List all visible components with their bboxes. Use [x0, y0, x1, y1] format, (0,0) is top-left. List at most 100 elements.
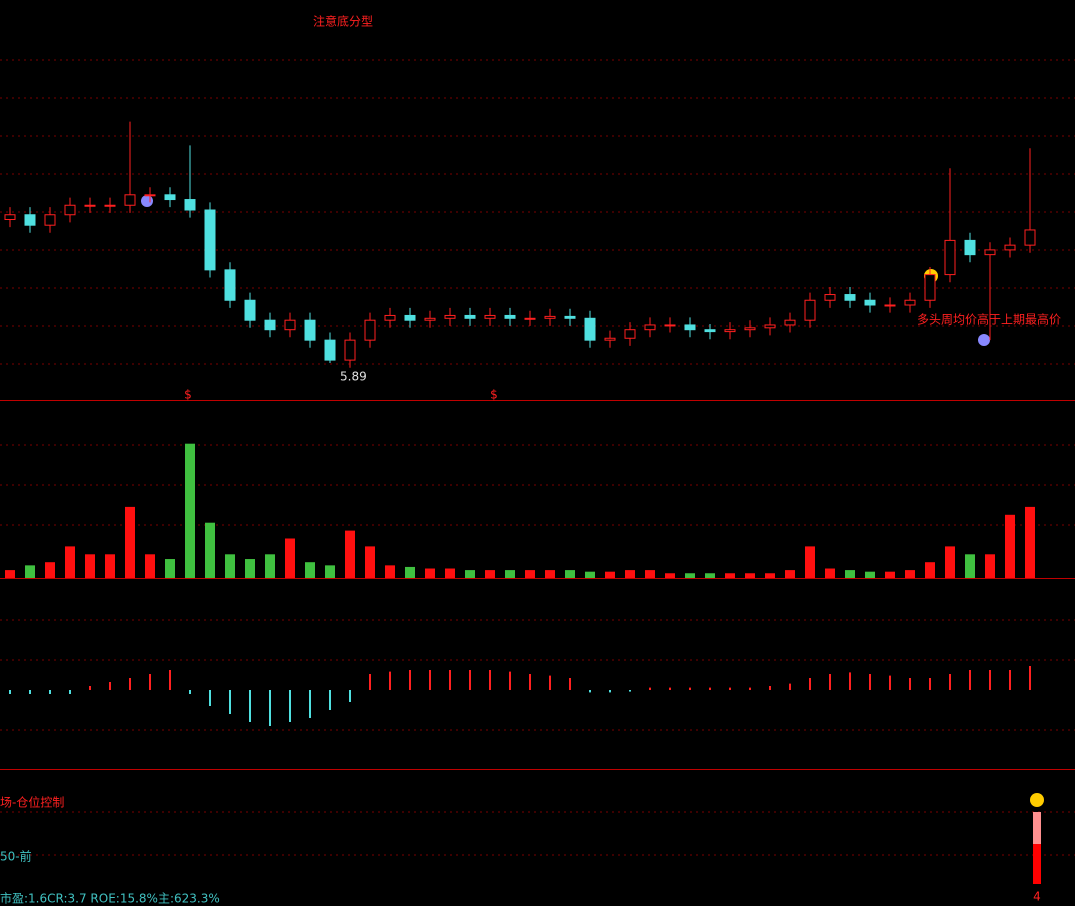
volume-bar: [385, 565, 395, 578]
candle-body: [624, 329, 636, 339]
candle-body: [664, 324, 676, 327]
candle-body: [424, 317, 436, 321]
candle-body: [124, 194, 136, 206]
candle-body: [544, 315, 556, 319]
candle-body: [104, 204, 116, 207]
candle-body: [464, 314, 476, 319]
candle-body: [824, 294, 836, 301]
volume-bar: [945, 546, 955, 578]
volume-bar: [525, 570, 535, 578]
candle-body: [24, 214, 36, 226]
volume-bar: [125, 506, 135, 578]
grid: [0, 59, 1075, 856]
candle-body: [644, 324, 656, 331]
volume-bar: [145, 554, 155, 578]
volume-bar: [365, 546, 375, 578]
volume-bar: [485, 570, 495, 578]
candle-body: [864, 299, 876, 306]
volume-bar: [745, 573, 755, 578]
volume-bar: [665, 573, 675, 578]
candle-body: [944, 239, 956, 276]
volume-bar: [685, 573, 695, 578]
candle-body: [604, 337, 616, 341]
candle-body: [744, 327, 756, 331]
volume-bar: [165, 559, 175, 578]
volume-bar: [705, 573, 715, 578]
gauge-label: 4: [1033, 890, 1041, 904]
candle-body: [44, 214, 56, 226]
candle-body: [564, 315, 576, 319]
candle-body: [804, 299, 816, 321]
candle-body: [844, 294, 856, 301]
candle-body: [584, 317, 596, 341]
candle-body: [1004, 244, 1016, 251]
volume-bar: [985, 554, 995, 578]
volume-bar: [85, 554, 95, 578]
marker: $: [184, 388, 192, 402]
volume-bar: [1005, 514, 1015, 578]
candle-body: [904, 299, 916, 306]
candle-body: [184, 199, 196, 211]
candle-body: [64, 204, 76, 216]
volume-bar: [785, 570, 795, 578]
volume-bar: [765, 573, 775, 578]
candle-body: [964, 239, 976, 256]
candle-body: [1024, 229, 1036, 246]
gauge-top: [1033, 812, 1041, 844]
volume-bar: [825, 568, 835, 578]
candle-body: [364, 319, 376, 341]
candle-body: [764, 324, 776, 329]
volume-bar: [405, 566, 415, 578]
candle-body: [244, 299, 256, 321]
stats-label: 市盈:1.6CR:3.7 ROE:15.8%主:623.3%: [0, 891, 220, 906]
candle-body: [324, 339, 336, 361]
volume-bar: [645, 570, 655, 578]
volume-bar: [225, 554, 235, 578]
volume-bar: [845, 570, 855, 578]
candle-body: [304, 319, 316, 341]
candle-body: [264, 319, 276, 331]
volume-bar: [805, 546, 815, 578]
candle-body: [204, 209, 216, 271]
volume-bar: [445, 568, 455, 578]
volume-bar: [565, 570, 575, 578]
candle-body: [284, 319, 296, 331]
volume-bar: [1025, 506, 1035, 578]
volume-bar: [25, 565, 35, 578]
candle-body: [404, 314, 416, 321]
candle-body: [484, 314, 496, 319]
candle-body: [524, 317, 536, 320]
candle-body: [344, 339, 356, 361]
volume-bar: [105, 554, 115, 578]
candle-body: [144, 194, 156, 197]
low-label: 5.89: [340, 370, 367, 384]
candle-body: [4, 214, 16, 220]
volume-bar: [605, 571, 615, 578]
candle-body: [704, 329, 716, 333]
sad-icon: [978, 334, 990, 346]
volume-bar: [65, 546, 75, 578]
volume-bar: [185, 443, 195, 578]
volume-bar: [425, 568, 435, 578]
candle-body: [884, 304, 896, 307]
gauge-bottom: [1033, 844, 1041, 884]
candle-body: [504, 314, 516, 319]
candle-body: [684, 324, 696, 331]
candle-body: [984, 249, 996, 256]
volume-bar: [265, 554, 275, 578]
volume-bar: [965, 554, 975, 578]
volume-bar: [905, 570, 915, 578]
volume-bar: [725, 573, 735, 578]
volume-bar: [345, 530, 355, 578]
volume-bar: [865, 571, 875, 578]
pane-separators: [0, 400, 1075, 770]
volume-bar: [285, 538, 295, 578]
volume-bar: [245, 559, 255, 578]
volume-bar: [325, 565, 335, 578]
candle-body: [924, 274, 936, 301]
period-label: 50-前: [0, 849, 32, 864]
candle-body: [784, 319, 796, 326]
